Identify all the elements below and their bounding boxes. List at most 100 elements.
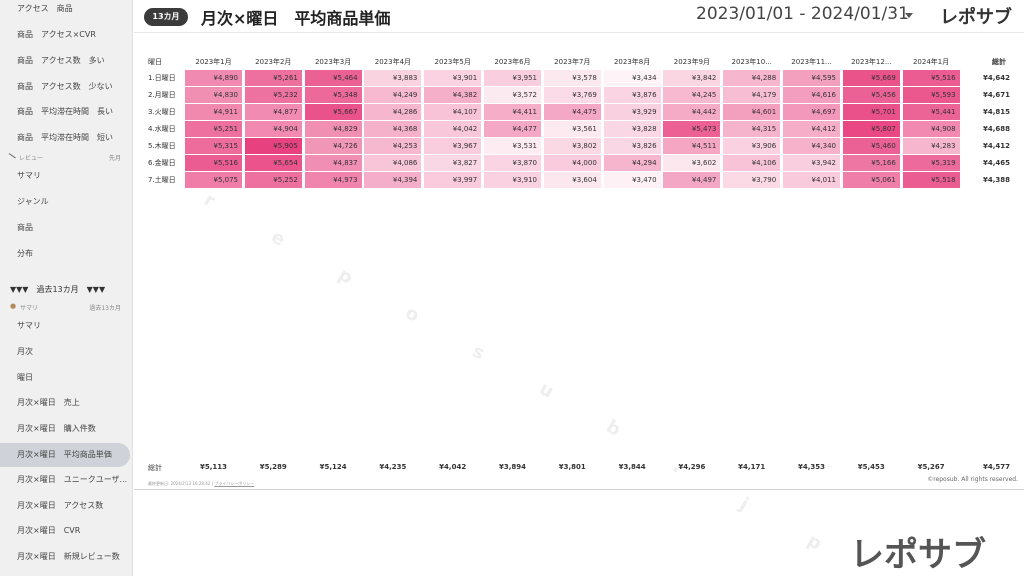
column-total: ¥4,235	[379, 463, 407, 471]
heatmap-cell: ¥5,473	[663, 121, 721, 137]
sidebar: アクセス 商品 商品 アクセス×CVR 商品 アクセス数 多い 商品 アクセス数…	[0, 0, 133, 576]
sidebar-item-review-distribution[interactable]: 分布	[17, 249, 33, 258]
column-header-month: 2023年7月	[554, 58, 591, 66]
column-header-total: 総計	[992, 58, 1006, 66]
column-header-month: 2023年4月	[374, 58, 412, 66]
sidebar-item-review-summary[interactable]: サマリ	[17, 171, 41, 180]
heatmap-cell: ¥5,807	[842, 121, 900, 137]
watermark-char: j	[736, 493, 753, 516]
chevron-down-icon[interactable]	[905, 13, 913, 18]
sidebar-item-product-access-low[interactable]: 商品 アクセス数 少ない	[17, 82, 113, 91]
heatmap-cell: ¥4,616	[783, 87, 840, 103]
sidebar-item-product-access-cvr[interactable]: 商品 アクセス×CVR	[17, 30, 96, 39]
column-total: ¥3,844	[618, 463, 646, 471]
heatmap-cell: ¥4,595	[783, 70, 840, 86]
pencil-icon	[8, 153, 16, 159]
column-total: ¥4,171	[738, 463, 766, 471]
privacy-policy-link[interactable]: プライバシーポリシー	[214, 481, 255, 486]
copyright: ©reposub. All rights reserved.	[927, 476, 1018, 483]
person-icon: ●	[10, 302, 17, 310]
column-total: ¥3,801	[558, 463, 586, 471]
watermark-char: e	[267, 226, 289, 251]
heatmap-cell: ¥4,837	[304, 155, 362, 171]
heatmap-cell: ¥4,726	[304, 138, 362, 154]
brand-logo: レポサブ	[850, 535, 986, 575]
review-header-label: レビュー	[19, 155, 44, 162]
column-total: ¥5,124	[319, 463, 347, 471]
sidebar-item-13m-cvr[interactable]: 月次×曜日 CVR	[17, 526, 81, 535]
watermark-char: b	[602, 416, 625, 441]
heatmap-cell: ¥4,877	[244, 104, 302, 120]
heatmap-cell: ¥5,593	[902, 87, 960, 103]
heatmap-cell: ¥3,876	[603, 87, 661, 103]
heatmap-cell: ¥4,830	[185, 87, 242, 103]
heatmap-cell: ¥4,973	[304, 172, 362, 188]
row-total: ¥4,671	[982, 91, 1010, 99]
heatmap-cell: ¥4,107	[424, 104, 482, 120]
sidebar-item-product-stay-long[interactable]: 商品 平均滞在時間 長い	[17, 107, 113, 116]
heatmap-cell: ¥4,042	[424, 121, 482, 137]
column-header-weekday: 曜日	[148, 58, 162, 66]
heatmap-cell: ¥3,826	[603, 138, 661, 154]
sidebar-item-13m-avg-price[interactable]: 月次×曜日 平均商品単価	[0, 443, 130, 467]
heatmap-cell: ¥5,166	[842, 155, 900, 171]
heatmap-cell: ¥4,340	[783, 138, 840, 154]
column-header-month: 2023年11...	[791, 58, 832, 66]
column-header-month: 2023年6月	[494, 58, 531, 66]
column-header-month: 2023年2月	[255, 58, 292, 66]
heatmap-cell: ¥5,075	[185, 172, 242, 188]
heatmap-cell: ¥3,828	[603, 121, 661, 137]
heatmap-cell: ¥3,790	[723, 172, 781, 188]
heatmap-cell: ¥5,460	[842, 138, 900, 154]
heatmap-cell: ¥3,470	[603, 172, 661, 188]
heatmap-cell: ¥3,929	[603, 104, 661, 120]
sidebar-item-13m-sales[interactable]: 月次×曜日 売上	[17, 398, 80, 407]
period-badge: 13カ月	[144, 8, 188, 26]
sidebar-item-review-product[interactable]: 商品	[17, 223, 33, 232]
heatmap-cell: ¥4,245	[663, 87, 721, 103]
sidebar-item-13m-monthly[interactable]: 月次	[17, 347, 33, 356]
watermark-char: o	[401, 302, 423, 327]
grand-total-value: ¥4,577	[982, 463, 1010, 471]
page-title: 月次×曜日 平均商品単価	[201, 9, 391, 28]
heatmap-cell: ¥4,475	[543, 104, 601, 120]
column-header-month: 2023年1月	[195, 58, 232, 66]
sidebar-item-13m-new-reviews[interactable]: 月次×曜日 新規レビュー数	[17, 552, 120, 561]
heatmap-cell: ¥4,411	[484, 104, 541, 120]
sidebar-item-review-genre[interactable]: ジャンル	[17, 197, 49, 206]
row-label-weekday: 2.月曜日	[148, 91, 176, 99]
sidebar-item-13m-purchases[interactable]: 月次×曜日 購入件数	[17, 424, 96, 433]
row-total: ¥4,465	[982, 159, 1010, 167]
date-range-selector[interactable]: 2023/01/01 - 2024/01/31	[696, 4, 909, 24]
column-total: ¥4,296	[678, 463, 706, 471]
row-label-weekday: 5.木曜日	[148, 142, 176, 150]
heatmap-cell: ¥5,441	[902, 104, 960, 120]
heatmap-cell: ¥3,901	[424, 70, 482, 86]
sidebar-item-product-stay-short[interactable]: 商品 平均滞在時間 短い	[17, 133, 113, 142]
row-label-weekday: 7.土曜日	[148, 176, 176, 184]
sidebar-item-access-product[interactable]: アクセス 商品	[17, 4, 73, 13]
sidebar-item-13m-access[interactable]: 月次×曜日 アクセス数	[17, 501, 104, 510]
watermark-char: p	[803, 530, 826, 555]
column-total: ¥3,894	[498, 463, 526, 471]
heatmap-cell: ¥5,251	[185, 121, 242, 137]
heatmap-cell: ¥3,870	[484, 155, 541, 171]
heatmap-cell: ¥5,516	[185, 155, 242, 171]
sidebar-item-13m-unique-users[interactable]: 月次×曜日 ユニークユーザ...	[17, 475, 128, 484]
heatmap-cell: ¥5,252	[244, 172, 302, 188]
last-updated-text: 最終更新日: 2024/2/13 16:28:42	[148, 481, 211, 486]
heatmap-cell: ¥4,697	[783, 104, 840, 120]
column-header-month: 2024年1月	[912, 58, 950, 66]
heatmap-cell: ¥4,011	[783, 172, 840, 188]
last-updated: 最終更新日: 2024/2/13 16:28:42 | プライバシーポリシー	[148, 481, 255, 486]
sidebar-item-product-access-high[interactable]: 商品 アクセス数 多い	[17, 56, 105, 65]
watermark-char: s	[468, 340, 489, 365]
grand-total-label: 総計	[148, 464, 162, 472]
heatmap-cell: ¥5,348	[304, 87, 362, 103]
watermark-char: u	[535, 378, 558, 403]
heatmap-cell: ¥3,997	[424, 172, 482, 188]
sidebar-item-13m-summary[interactable]: サマリ	[17, 321, 41, 330]
column-header-month: 2023年8月	[613, 58, 651, 66]
row-total: ¥4,412	[982, 142, 1010, 150]
sidebar-item-13m-weekday[interactable]: 曜日	[17, 373, 33, 382]
